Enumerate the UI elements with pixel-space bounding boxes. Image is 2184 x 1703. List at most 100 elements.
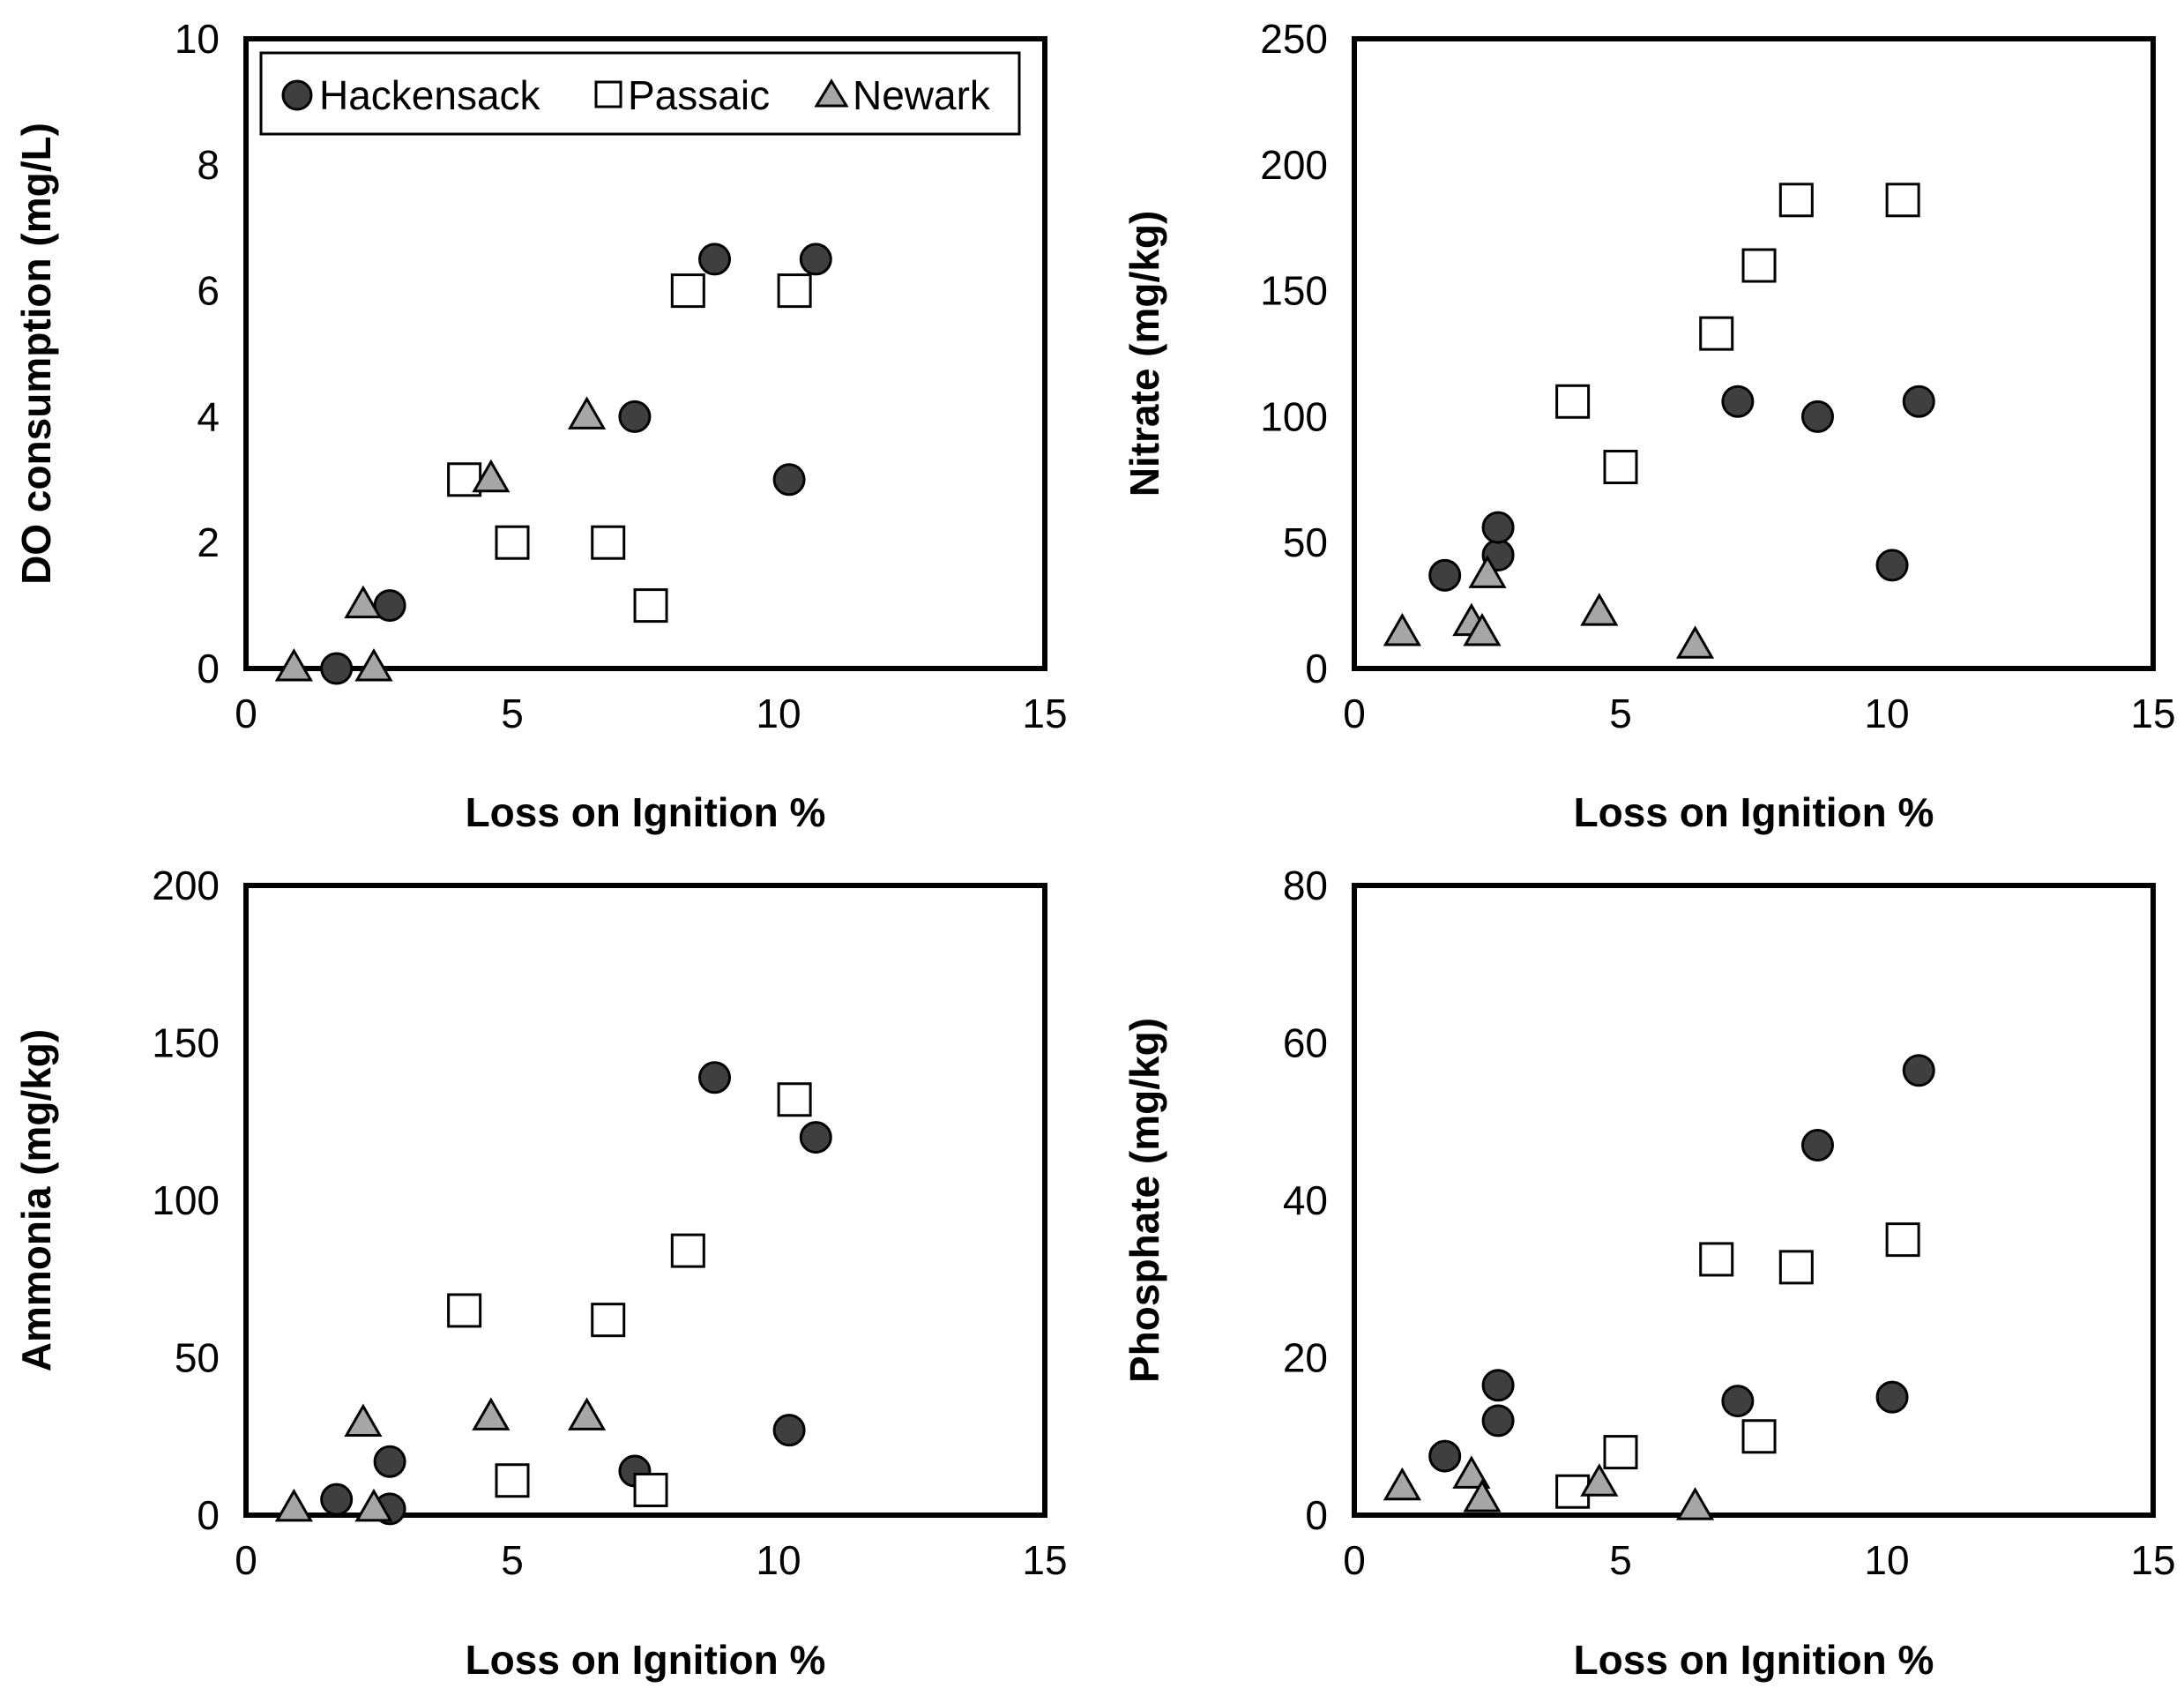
x-tick-label: 10 — [1864, 1537, 1909, 1583]
data-point-passaic — [1885, 1222, 1920, 1258]
x-tick-label: 15 — [2130, 691, 2175, 736]
y-tick-label: 150 — [152, 1020, 220, 1066]
x-tick-label: 5 — [1609, 1537, 1632, 1583]
data-point-passaic — [670, 273, 705, 309]
data-point-passaic — [447, 1293, 482, 1328]
y-tick-label: 150 — [1260, 268, 1328, 314]
x-tick-label: 0 — [1343, 1537, 1366, 1583]
y-tick-label: 60 — [1283, 1020, 1328, 1066]
chart-nitrate: 0 50 100 150 200 250 0 5 10 15 Loss on Ignition … — [1122, 16, 2176, 835]
data-point-hackensack — [320, 1483, 354, 1516]
data-point-newark — [1463, 613, 1502, 646]
data-point-hackensack — [1875, 1380, 1909, 1414]
data-point-passaic — [1555, 384, 1591, 419]
data-point-newark — [567, 1397, 607, 1430]
x-axis-label: Loss on Ignition % — [1574, 1637, 1934, 1683]
y-tick-label: 0 — [197, 646, 220, 691]
y-tick-label: 200 — [1260, 142, 1328, 188]
y-tick-label: 200 — [152, 863, 220, 908]
x-tick-label: 15 — [1022, 1537, 1067, 1583]
data-point-passaic — [591, 1303, 626, 1338]
legend-marker-hackensack — [281, 79, 313, 111]
data-point-hackensack — [1428, 1439, 1462, 1473]
y-tick-label: 0 — [1305, 1492, 1328, 1538]
data-point-hackensack — [618, 400, 652, 433]
plot-frame — [243, 883, 1047, 1518]
x-tick-label: 5 — [1609, 691, 1632, 736]
data-point-newark — [567, 396, 607, 429]
data-point-newark — [344, 1403, 383, 1437]
data-point-newark — [1675, 1487, 1715, 1520]
legend-label-passaic: Passaic — [628, 72, 770, 118]
data-point-hackensack — [698, 243, 732, 276]
data-point-passaic — [633, 1472, 668, 1507]
data-point-passaic — [777, 1082, 812, 1117]
y-axis-label: Nitrate (mg/kg) — [1122, 211, 1167, 497]
data-point-hackensack — [1481, 1369, 1515, 1402]
data-point-newark — [472, 459, 511, 493]
data-point-hackensack — [1800, 400, 1834, 433]
data-point-passaic — [1885, 183, 1920, 218]
x-tick-label: 0 — [235, 1537, 257, 1583]
y-axis-label: DO consumption (mg/L) — [13, 123, 59, 585]
data-point-passaic — [495, 525, 530, 560]
y-tick-label: 40 — [1283, 1177, 1328, 1223]
data-point-hackensack — [799, 1121, 832, 1154]
data-point-hackensack — [1428, 558, 1462, 592]
data-point-hackensack — [1721, 1385, 1755, 1418]
x-tick-label: 5 — [501, 691, 524, 736]
data-point-newark — [354, 1488, 393, 1522]
data-point-hackensack — [1481, 1404, 1515, 1438]
data-point-passaic — [1699, 316, 1734, 351]
data-point-newark — [1383, 1467, 1421, 1501]
data-point-passaic — [591, 525, 626, 560]
y-tick-label: 100 — [1260, 393, 1328, 439]
data-point-passaic — [1778, 183, 1814, 218]
x-axis-label: Loss on Ignition % — [1574, 789, 1934, 835]
legend-marker-newark — [814, 78, 849, 108]
x-tick-label: 0 — [235, 691, 257, 736]
y-tick-label: 8 — [197, 142, 220, 188]
y-tick-label: 0 — [197, 1492, 220, 1538]
data-point-hackensack — [1902, 385, 1935, 418]
data-point-hackensack — [1481, 511, 1515, 544]
legend-label-newark: Newark — [853, 72, 991, 118]
y-axis-label: Phosphate (mg/kg) — [1122, 1018, 1167, 1383]
y-tick-label: 80 — [1283, 863, 1328, 908]
data-point-newark — [344, 585, 383, 619]
data-point-hackensack — [772, 463, 806, 497]
data-point-newark — [1580, 593, 1619, 626]
data-point-newark — [274, 1488, 313, 1522]
data-point-passaic — [1603, 450, 1638, 485]
legend: Hackensack Passaic Newark — [259, 51, 1021, 136]
x-tick-label: 15 — [1022, 691, 1067, 736]
data-point-passaic — [1778, 1250, 1814, 1285]
plot-frame — [243, 36, 1047, 671]
data-point-hackensack — [772, 1414, 806, 1447]
data-point-hackensack — [698, 1061, 732, 1094]
x-axis-label: Loss on Ignition % — [466, 789, 826, 835]
data-point-hackensack — [320, 652, 354, 685]
data-point-passaic — [670, 1233, 705, 1268]
y-tick-label: 2 — [197, 519, 220, 565]
y-tick-label: 4 — [197, 393, 220, 439]
plot-frame — [1352, 36, 2156, 671]
data-point-passaic — [633, 588, 668, 624]
data-point-hackensack — [1721, 385, 1755, 418]
y-tick-label: 50 — [1283, 519, 1328, 565]
data-point-hackensack — [1902, 1054, 1935, 1087]
data-point-hackensack — [373, 1445, 406, 1478]
chart-ammonia: 0 50 100 150 200 0 5 10 15 Loss on Ignition % A… — [13, 863, 1068, 1683]
x-tick-label: 5 — [501, 1537, 524, 1583]
legend-label-hackensack: Hackensack — [319, 72, 541, 118]
data-point-passaic — [1741, 1419, 1777, 1454]
data-point-newark — [274, 647, 313, 682]
data-point-passaic — [1741, 248, 1777, 283]
y-tick-label: 20 — [1283, 1335, 1328, 1381]
y-tick-label: 250 — [1260, 16, 1328, 62]
x-tick-label: 10 — [756, 691, 801, 736]
data-point-passaic — [777, 273, 812, 309]
y-tick-label: 10 — [175, 16, 220, 62]
data-point-newark — [1452, 1455, 1491, 1489]
